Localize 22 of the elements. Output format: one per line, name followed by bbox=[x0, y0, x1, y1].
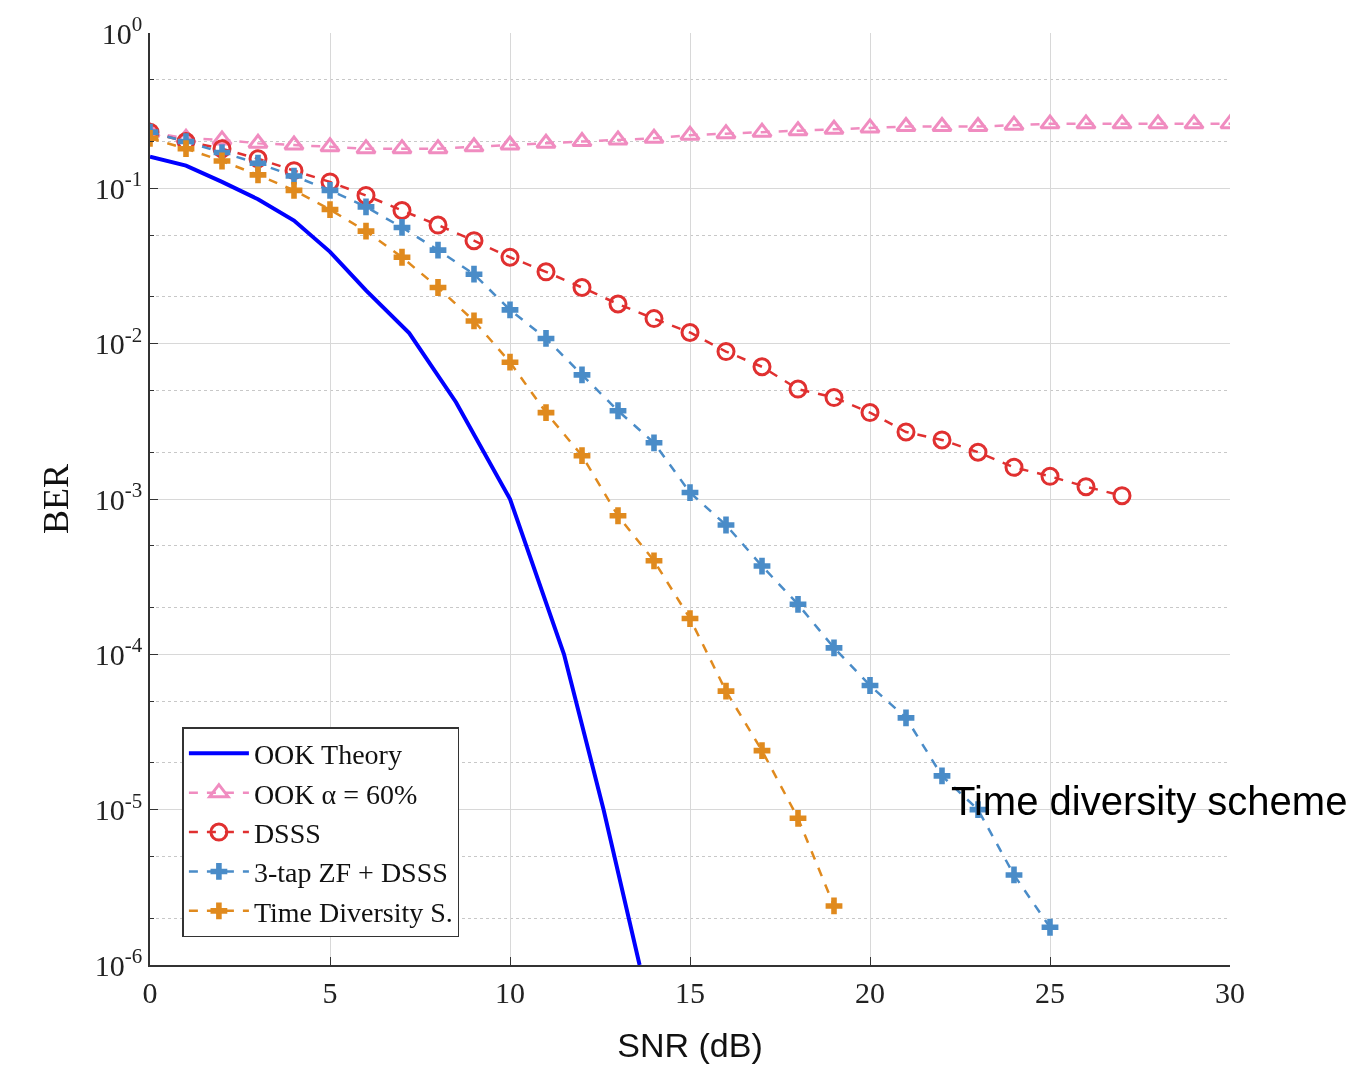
y-tick-label: 10$^{-3}$ bbox=[94, 477, 143, 516]
annotation: Time diversity scheme bbox=[951, 779, 1348, 823]
legend-label: OOK α = 60% bbox=[253, 778, 418, 810]
y-tick-label: 10$^{-1}$ bbox=[94, 167, 143, 205]
legend-label: 3-tap ZF + DSSS bbox=[253, 857, 448, 889]
legend-label: Time Diversity S. bbox=[253, 896, 453, 928]
x-tick-label: 30 bbox=[1215, 975, 1245, 1009]
y-tick-label: 10$^{0}$ bbox=[101, 11, 143, 50]
x-tick-label: 10 bbox=[495, 975, 525, 1009]
legend-label: OOK Theory bbox=[253, 739, 402, 771]
x-tick-label: 5 bbox=[322, 975, 338, 1009]
x-tick-label: 25 bbox=[1035, 975, 1065, 1009]
x-tick-label: 0 bbox=[142, 975, 158, 1009]
y-tick-label: 10$^{-4}$ bbox=[94, 633, 143, 671]
x-tick-label: 20 bbox=[855, 975, 885, 1009]
x-tick-label: 15 bbox=[675, 975, 705, 1009]
y-tick-label: 10$^{-2}$ bbox=[94, 322, 143, 361]
y-axis-title: BER bbox=[36, 463, 77, 535]
y-tick-label: 10$^{-6}$ bbox=[94, 943, 143, 982]
x-axis-title: SNR (dB) bbox=[617, 1025, 763, 1064]
legend-label: DSSS bbox=[253, 817, 321, 849]
y-tick-label: 10$^{-5}$ bbox=[94, 788, 143, 827]
